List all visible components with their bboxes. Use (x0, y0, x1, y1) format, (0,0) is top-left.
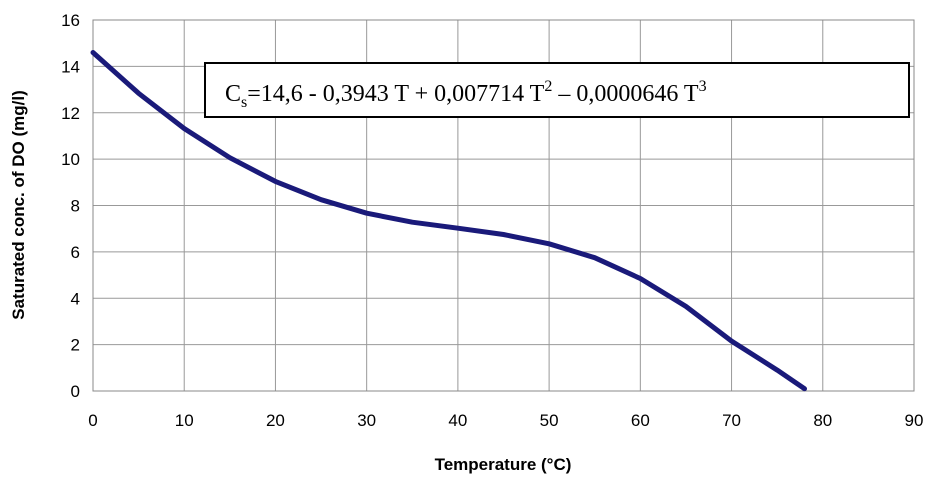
y-tick-label: 10 (61, 150, 80, 169)
y-tick-label: 12 (61, 104, 80, 123)
x-tick-label: 10 (175, 411, 194, 430)
y-tick-label: 6 (71, 243, 80, 262)
y-tick-label: 0 (71, 382, 80, 401)
x-tick-label: 30 (357, 411, 376, 430)
y-axis-label: Saturated conc. of DO (mg/l) (9, 90, 28, 320)
equation: Cs=14,6 - 0,3943 T + 0,007714 T2 – 0,000… (225, 78, 707, 111)
x-tick-label: 70 (722, 411, 741, 430)
x-tick-label: 0 (88, 411, 97, 430)
x-tick-label: 50 (540, 411, 559, 430)
x-tick-labels: 0 10 20 30 40 50 60 70 80 90 (88, 411, 923, 430)
plot-area (92, 19, 915, 392)
y-tick-label: 2 (71, 336, 80, 355)
x-tick-label: 40 (448, 411, 467, 430)
x-tick-label: 20 (266, 411, 285, 430)
equation-box: Cs=14,6 - 0,3943 T + 0,007714 T2 – 0,000… (204, 62, 910, 118)
series-line (90, 50, 807, 392)
x-tick-label: 60 (631, 411, 650, 430)
x-tick-label: 90 (905, 411, 924, 430)
y-tick-label: 16 (61, 11, 80, 30)
x-axis-label: Temperature (°C) (435, 455, 572, 474)
y-tick-label: 8 (71, 197, 80, 216)
y-tick-labels: 0 2 4 6 8 10 12 14 16 (61, 11, 80, 401)
y-tick-label: 14 (61, 57, 80, 76)
y-tick-label: 4 (71, 289, 80, 308)
x-tick-label: 80 (813, 411, 832, 430)
